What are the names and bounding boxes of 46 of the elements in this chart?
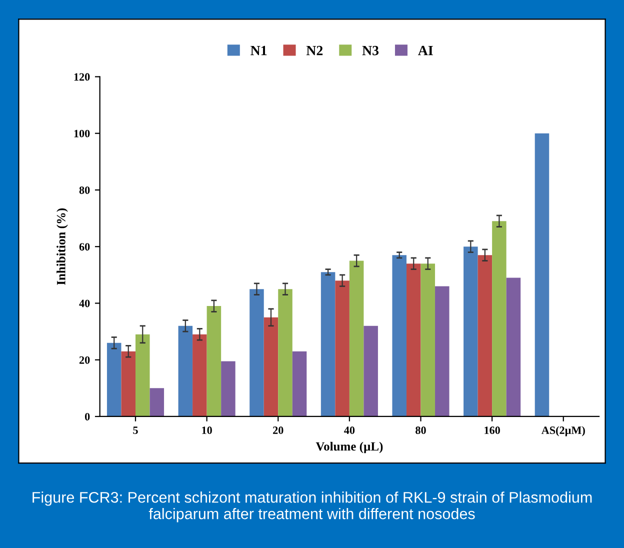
bar bbox=[420, 264, 436, 416]
bar bbox=[278, 289, 292, 416]
text: Figure FCR3: Percent schizont maturation inhibition of RKL-9 strain of Plasmodium falciparum after treatment with different nosodes bbox=[32, 492, 592, 522]
bar bbox=[135, 334, 150, 416]
x-tick-label: 80 bbox=[416, 426, 426, 434]
y-tick-label: 20 bbox=[79, 356, 90, 364]
y-tick-label: 60 bbox=[79, 243, 90, 251]
y-axis-title: Inhibition (%) bbox=[56, 208, 68, 285]
x-tick-label: 5 bbox=[133, 426, 138, 434]
bar bbox=[150, 388, 164, 416]
bar bbox=[250, 289, 264, 416]
legend-label: N2 bbox=[306, 46, 323, 56]
bar bbox=[534, 133, 550, 416]
bar bbox=[478, 255, 492, 416]
bar bbox=[335, 280, 350, 416]
bar bbox=[106, 342, 122, 416]
bar bbox=[349, 260, 364, 416]
x-tick-label: AS(2µM) bbox=[541, 426, 585, 436]
legend-label: AI bbox=[418, 46, 433, 56]
bar bbox=[292, 351, 307, 416]
bar bbox=[121, 351, 136, 416]
x-tick-label: 160 bbox=[484, 426, 500, 434]
bar bbox=[192, 334, 207, 416]
bar bbox=[435, 286, 450, 416]
bar bbox=[221, 361, 236, 416]
y-tick-label: 80 bbox=[79, 186, 90, 194]
bar bbox=[320, 272, 336, 416]
y-tick-label: 40 bbox=[79, 300, 90, 308]
x-tick-label: 20 bbox=[273, 426, 284, 434]
bar bbox=[178, 326, 193, 416]
x-tick-label: 40 bbox=[344, 426, 355, 434]
x-tick-label: 10 bbox=[202, 426, 212, 434]
bar bbox=[406, 264, 421, 416]
bar bbox=[506, 278, 521, 416]
bar bbox=[364, 326, 378, 416]
bar bbox=[264, 317, 278, 416]
bar bbox=[206, 306, 222, 416]
legend-label: N1 bbox=[250, 46, 267, 56]
bar bbox=[392, 255, 406, 416]
legend-label: N3 bbox=[362, 46, 379, 56]
y-tick-label: 100 bbox=[74, 130, 90, 138]
y-tick-label: 0 bbox=[84, 412, 90, 420]
y-tick-label: 120 bbox=[74, 73, 90, 81]
bar bbox=[464, 246, 478, 416]
x-axis-title: Volume (µL) bbox=[316, 442, 383, 454]
bar bbox=[492, 221, 506, 416]
